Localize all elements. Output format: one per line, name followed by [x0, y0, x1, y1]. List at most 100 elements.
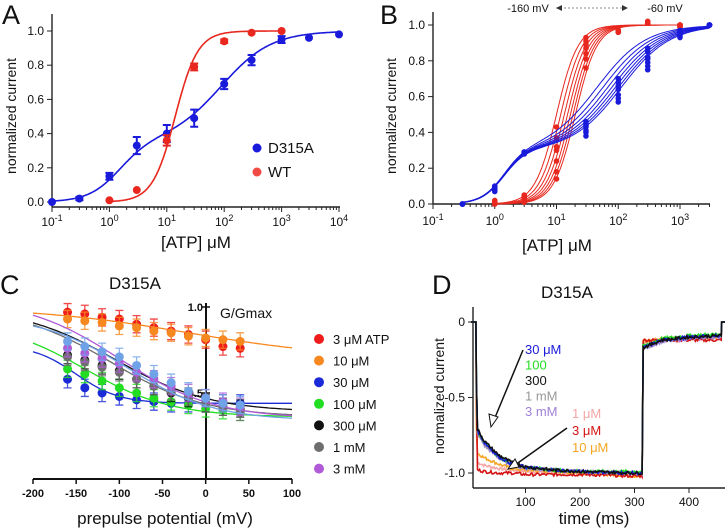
d-y-tick-label: -0.5: [444, 391, 465, 405]
c-fit-curve-300-m: [32, 322, 293, 411]
a-x-tick-label: 103: [272, 213, 290, 229]
a-data-point-d315a: [75, 194, 84, 203]
d-trace-label: 100: [525, 358, 547, 373]
a-data-point-wt: [220, 37, 229, 46]
b-red-data-point: [677, 22, 683, 28]
b-y-tick-label: 0.6: [408, 90, 425, 104]
a-legend-marker-d315a: [252, 143, 262, 153]
a-y-tick-label: 1.0: [27, 24, 44, 38]
c-legend-marker: [314, 377, 324, 388]
a-x-tick-label: 102: [215, 213, 233, 229]
b-x-tick-label: 101: [547, 212, 565, 228]
b-red-data-point: [615, 29, 622, 35]
c-legend-label: 1 mM: [333, 440, 366, 455]
c-data-point-unlabeled: [114, 352, 124, 362]
a-legend-marker-wt: [252, 167, 262, 177]
b-y-tick-label: 0.8: [408, 54, 425, 68]
b-red-data-point: [583, 45, 589, 52]
c-legend-marker: [314, 420, 324, 431]
c-data-point-unlabeled: [80, 342, 90, 352]
d-x-tick-label: 300: [624, 495, 644, 509]
b-y-tick-label: 0.2: [408, 161, 425, 175]
a-data-point-d315a: [190, 114, 199, 123]
c-data-point-30-m: [97, 388, 107, 398]
d-y-tick-label: -1.0: [444, 466, 465, 480]
c-fit-curve-30-m: [32, 351, 292, 404]
c-fit-curve-10-m: [32, 312, 293, 349]
c-data-point-10-m: [183, 331, 193, 341]
c-x-tick-label: -50: [155, 488, 171, 500]
c-legend-label: 3 μM ATP: [333, 332, 389, 347]
b-annotation-right: -60 mV: [647, 3, 683, 15]
c-x-tick-label: -200: [22, 488, 44, 500]
c-ylabel: G/Gmax: [220, 305, 272, 321]
c-data-point-10-m: [166, 328, 176, 338]
a-data-point-wt: [247, 28, 256, 37]
a-xlabel: [ATP] μM: [161, 233, 231, 252]
a-y-tick-label: 0.6: [27, 92, 44, 106]
a-data-point-d315a: [277, 35, 286, 44]
b-red-data-point: [583, 56, 589, 62]
a-legend: D315A WT: [252, 140, 314, 181]
a-data-point-d315a: [48, 198, 56, 206]
c-data-point-unlabeled: [183, 386, 193, 396]
c-legend-marker: [314, 355, 324, 366]
b-blue-data-point: [615, 86, 622, 93]
a-data-point-d315a: [132, 141, 141, 150]
c-y-tick-label: 1.0: [188, 302, 203, 314]
d-arrow-upper: [493, 349, 524, 421]
a-y-tick-label: 0.8: [27, 58, 44, 72]
c-x-tick-label: 50: [243, 488, 255, 500]
b-red-data-point: [553, 147, 560, 154]
panel-letter-d: D: [432, 270, 452, 300]
a-data-point-d315a: [304, 33, 313, 42]
a-x-tick-label: 100: [100, 213, 118, 229]
b-blue-data-point: [615, 99, 622, 105]
c-data-point-10-m: [97, 317, 107, 327]
panel-letter-b: B: [380, 0, 398, 30]
c-data-point-10-m: [114, 321, 124, 331]
c-data-point-100-m: [114, 383, 124, 393]
b-y-tick-label: 0.4: [408, 125, 425, 139]
a-legend-label-d315a: D315A: [268, 140, 314, 157]
c-fit-curve-3-mm: [32, 314, 293, 417]
c-data-point-100-m: [132, 388, 142, 398]
d-title: D315A: [541, 283, 594, 302]
a-fit-curve-d315a: [51, 31, 339, 202]
d-trace-label: 3 mM: [525, 404, 558, 419]
a-data-point-wt: [190, 62, 199, 71]
c-legend-label: 10 μM: [333, 354, 369, 369]
c-data-point-10-m: [63, 314, 73, 324]
c-data-point-10-m: [132, 323, 142, 333]
b-ylabel: normalized current: [383, 58, 399, 174]
c-legend-label: 30 μM: [333, 375, 369, 390]
b-x-tick-label: 100: [486, 212, 504, 228]
d-trace-label: 30 μM: [525, 342, 561, 357]
c-xlabel: prepulse potential (mV): [77, 509, 253, 528]
b-red-data-point: [553, 158, 560, 164]
a-x-tick-label: 101: [158, 213, 176, 229]
a-data-point-wt: [277, 27, 286, 35]
b-blue-data-point: [677, 34, 683, 41]
b-blue-data-point: [583, 133, 589, 139]
a-x-tick-label: 10-1: [41, 213, 62, 229]
d-arrow-lower: [514, 427, 568, 466]
b-blue-data-point: [706, 22, 713, 28]
c-data-point-unlabeled: [235, 400, 245, 410]
d-x-tick-label: 200: [570, 495, 590, 509]
a-data-point-d315a: [335, 30, 343, 39]
b-annotation-left: -160 mV: [507, 3, 549, 15]
c-data-point-30-m: [80, 383, 90, 393]
b-blue-data-point: [644, 66, 651, 73]
d-trace-label: 1 mM: [525, 389, 558, 404]
b-red-data-point: [644, 20, 651, 27]
d-ylabel: normalized current: [431, 338, 447, 454]
b-x-tick-label: 103: [671, 212, 689, 228]
c-data-point-100-m: [80, 369, 90, 379]
d-trace-label: 1 μM: [572, 406, 601, 421]
b-xlabel: [ATP] μM: [522, 236, 592, 255]
a-data-point-wt: [162, 136, 171, 145]
c-x-tick-label: 0: [203, 488, 209, 500]
a-data-point-d315a: [220, 80, 229, 89]
